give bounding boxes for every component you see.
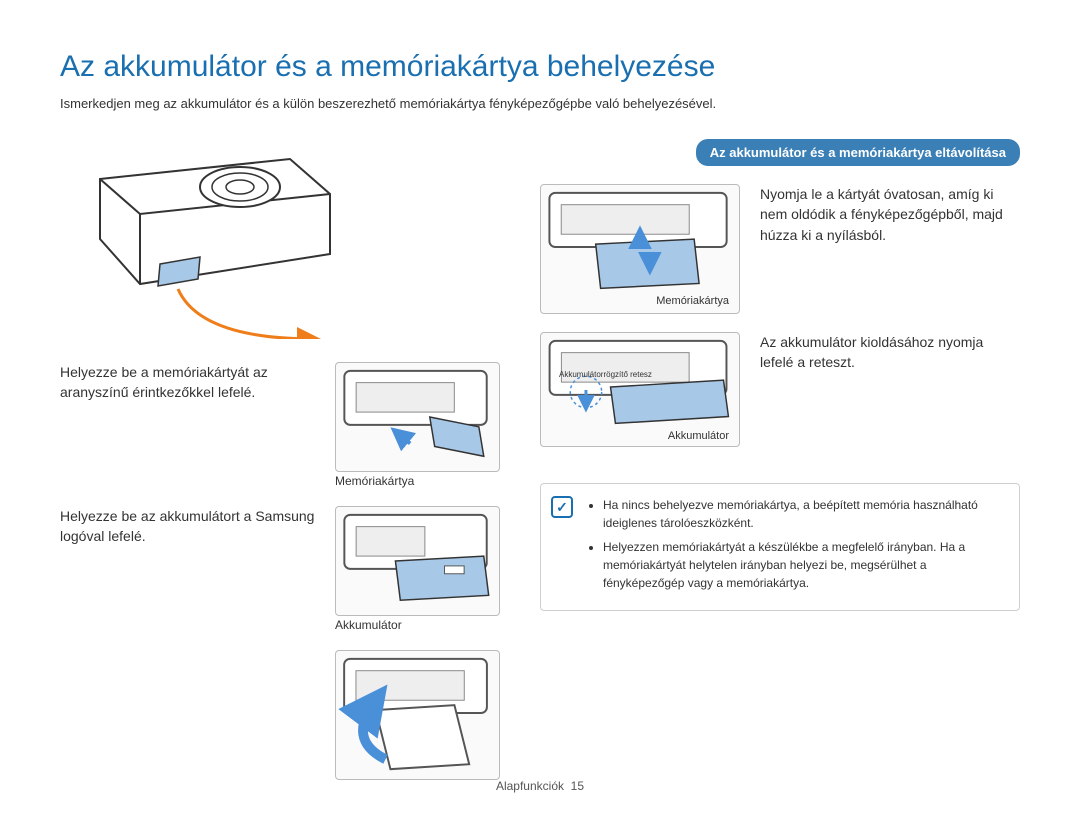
step-close-figure xyxy=(335,650,500,780)
remove-card-label: Memóriakártya xyxy=(656,295,729,307)
note-item-2: Helyezzen memóriakártyát a készülékbe a … xyxy=(603,538,1005,592)
step-memory-card-figure: Memóriakártya xyxy=(335,362,500,488)
note-box: ✓ Ha nincs behelyezve memóriakártya, a b… xyxy=(540,483,1020,611)
step-close-row xyxy=(60,650,500,780)
content-columns: Helyezze be a memóriakártyát az aranyszí… xyxy=(60,139,1020,780)
camera-overview-figure xyxy=(60,139,500,344)
left-column: Helyezze be a memóriakártyát az aranyszí… xyxy=(60,139,500,780)
step-battery-figure: Akkumulátor xyxy=(335,506,500,632)
step-battery-text: Helyezze be az akkumulátort a Samsung lo… xyxy=(60,506,315,547)
step-memory-card-row: Helyezze be a memóriakártyát az aranyszí… xyxy=(60,362,500,488)
note-icon: ✓ xyxy=(551,496,573,518)
remove-card-text: Nyomja le a kártyát óvatosan, amíg ki ne… xyxy=(760,184,1020,245)
remove-battery-label: Akkumulátor xyxy=(668,430,729,442)
page-footer: Alapfunkciók 15 xyxy=(0,779,1080,793)
footer-section: Alapfunkciók xyxy=(496,779,564,793)
remove-card-row: Memóriakártya Nyomja le a kártyát óvatos… xyxy=(540,184,1020,314)
step-battery-label: Akkumulátor xyxy=(335,618,500,632)
note-item-1: Ha nincs behelyezve memóriakártya, a beé… xyxy=(603,496,1005,532)
step-memory-card-label: Memóriakártya xyxy=(335,474,500,488)
intro-text: Ismerkedjen meg az akkumulátor és a külö… xyxy=(60,96,1020,111)
step-memory-card-text: Helyezze be a memóriakártyát az aranyszí… xyxy=(60,362,315,403)
remove-battery-figure: Akkumulátorrögzítő retesz Akkumulátor xyxy=(540,332,740,447)
remove-battery-text: Az akkumulátor kioldásához nyomja lefelé… xyxy=(760,332,1020,373)
right-column: Az akkumulátor és a memóriakártya eltávo… xyxy=(540,139,1020,780)
footer-page: 15 xyxy=(571,779,584,793)
battery-lock-label: Akkumulátorrögzítő retesz xyxy=(559,371,652,379)
page-title: Az akkumulátor és a memóriakártya behely… xyxy=(60,50,1020,84)
remove-battery-row: Akkumulátorrögzítő retesz Akkumulátor Az… xyxy=(540,332,1020,447)
removal-header: Az akkumulátor és a memóriakártya eltávo… xyxy=(696,139,1020,166)
remove-card-figure: Memóriakártya xyxy=(540,184,740,314)
step-battery-row: Helyezze be az akkumulátort a Samsung lo… xyxy=(60,506,500,632)
